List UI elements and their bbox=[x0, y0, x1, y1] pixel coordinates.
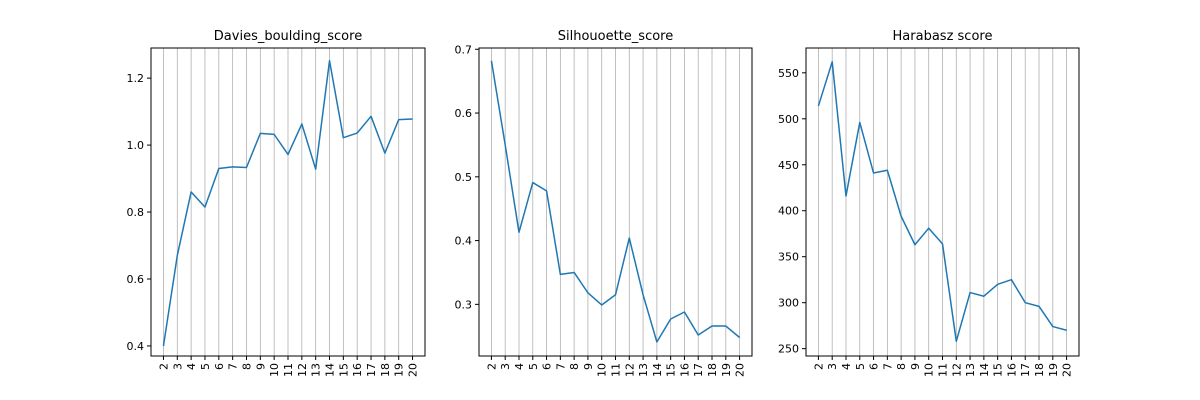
x-tick-label: 6 bbox=[868, 363, 881, 370]
x-tick-label: 6 bbox=[541, 363, 554, 370]
x-tick-label: 16 bbox=[1005, 363, 1018, 377]
x-tick-label: 9 bbox=[909, 363, 922, 370]
x-tick-label: 4 bbox=[513, 363, 526, 370]
x-tick-label: 20 bbox=[1061, 363, 1074, 377]
y-tick-label: 0.7 bbox=[455, 43, 473, 56]
x-tick-label: 13 bbox=[964, 363, 977, 377]
x-tick-label: 12 bbox=[296, 363, 309, 377]
x-tick-label: 2 bbox=[157, 363, 170, 370]
x-tick-label: 2 bbox=[485, 363, 498, 370]
x-tick-label: 11 bbox=[282, 363, 295, 377]
x-tick-label: 8 bbox=[240, 363, 253, 370]
x-tick-label: 10 bbox=[923, 363, 936, 377]
x-tick-label: 17 bbox=[692, 363, 705, 377]
x-tick-label: 11 bbox=[610, 363, 623, 377]
x-tick-label: 8 bbox=[895, 363, 908, 370]
x-tick-label: 5 bbox=[199, 363, 212, 370]
y-tick-label: 0.4 bbox=[127, 340, 145, 353]
x-tick-label: 4 bbox=[840, 363, 853, 370]
x-tick-label: 6 bbox=[213, 363, 226, 370]
x-tick-label: 9 bbox=[582, 363, 595, 370]
x-tick-label: 13 bbox=[310, 363, 323, 377]
y-tick-label: 250 bbox=[778, 343, 799, 356]
x-tick-label: 9 bbox=[254, 363, 267, 370]
x-tick-label: 2 bbox=[812, 363, 825, 370]
y-tick-label: 400 bbox=[778, 205, 799, 218]
y-tick-label: 0.3 bbox=[455, 298, 473, 311]
axes-frame bbox=[150, 47, 426, 357]
x-tick-label: 20 bbox=[407, 363, 420, 377]
x-tick-label: 14 bbox=[324, 363, 337, 377]
chart-davies-boulding-score: 2 3 4 5 6 7 8 9 10 11 12 13 14 15 16 17 18 19 20 0.4 0.6 0.8 1… bbox=[127, 29, 426, 377]
y-tick-label: 1.0 bbox=[127, 139, 145, 152]
y-tick-label: 0.5 bbox=[455, 171, 473, 184]
x-tick-label: 19 bbox=[393, 363, 406, 377]
y-tick-label: 0.6 bbox=[455, 107, 473, 120]
x-tick-label: 7 bbox=[881, 363, 894, 370]
series-line bbox=[817, 61, 1067, 343]
axes-frame bbox=[805, 47, 1080, 357]
x-tick-label: 3 bbox=[499, 363, 512, 370]
x-tick-label: 7 bbox=[554, 363, 567, 370]
x-tick-label: 10 bbox=[268, 363, 281, 377]
x-tick-label: 20 bbox=[734, 363, 747, 377]
x-tick-label: 3 bbox=[171, 363, 184, 370]
x-tick-label: 15 bbox=[337, 363, 350, 377]
axes-frame bbox=[478, 47, 753, 357]
chart-title: Harabasz score bbox=[893, 29, 993, 44]
y-tick-label: 300 bbox=[778, 297, 799, 310]
x-tick-label: 18 bbox=[706, 363, 719, 377]
x-tick-label: 8 bbox=[568, 363, 581, 370]
x-tick-label: 17 bbox=[365, 363, 378, 377]
x-tick-label: 3 bbox=[826, 363, 839, 370]
chart-title: Davies_boulding_score bbox=[214, 29, 362, 44]
series-line bbox=[490, 60, 741, 343]
x-tick-label: 15 bbox=[992, 363, 1005, 377]
x-tick-label: 19 bbox=[1047, 363, 1060, 377]
x-tick-label: 15 bbox=[665, 363, 678, 377]
x-tick-label: 19 bbox=[720, 363, 733, 377]
x-tick-label: 18 bbox=[379, 363, 392, 377]
x-tick-label: 4 bbox=[185, 363, 198, 370]
x-tick-label: 7 bbox=[227, 363, 240, 370]
y-tick-label: 0.8 bbox=[127, 206, 145, 219]
x-tick-label: 13 bbox=[637, 363, 650, 377]
series-line bbox=[162, 59, 413, 347]
x-tick-label: 12 bbox=[950, 363, 963, 377]
x-tick-label: 17 bbox=[1019, 363, 1032, 377]
y-tick-label: 0.6 bbox=[127, 273, 145, 286]
y-tick-label: 550 bbox=[778, 67, 799, 80]
y-tick-label: 450 bbox=[778, 159, 799, 172]
x-tick-label: 10 bbox=[596, 363, 609, 377]
y-tick-label: 1.2 bbox=[127, 72, 145, 85]
x-tick-label: 5 bbox=[527, 363, 540, 370]
x-tick-label: 16 bbox=[678, 363, 691, 377]
x-tick-label: 11 bbox=[937, 363, 950, 377]
x-tick-label: 14 bbox=[651, 363, 664, 377]
x-tick-label: 5 bbox=[854, 363, 867, 370]
x-tick-label: 14 bbox=[978, 363, 991, 377]
chart-harabasz-score: 2 3 4 5 6 7 8 9 10 11 12 13 14 15 16 17 18 19 20 250 300 350 4… bbox=[778, 29, 1080, 377]
x-tick-label: 16 bbox=[351, 363, 364, 377]
y-tick-label: 500 bbox=[778, 113, 799, 126]
x-tick-label: 12 bbox=[623, 363, 636, 377]
x-tick-label: 18 bbox=[1033, 363, 1046, 377]
y-tick-label: 350 bbox=[778, 251, 799, 264]
chart-silhouette-score: 2 3 4 5 6 7 8 9 10 11 12 13 14 15 16 17 18 19 20 0.3 0.4 0.5 0… bbox=[455, 29, 753, 377]
y-tick-label: 0.4 bbox=[455, 235, 473, 248]
chart-title: Silhouoette_score bbox=[558, 29, 673, 44]
